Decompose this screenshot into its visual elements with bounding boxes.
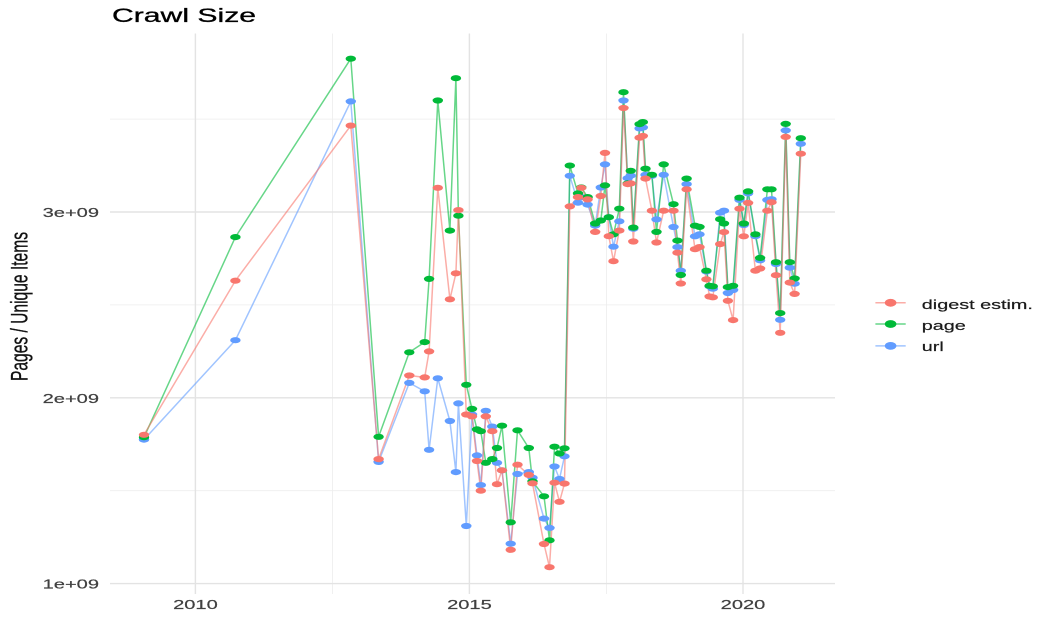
svg-text:digest estim.: digest estim.	[922, 297, 1033, 312]
svg-text:Crawl Size: Crawl Size	[112, 5, 256, 26]
svg-text:2e+09: 2e+09	[43, 391, 99, 405]
svg-text:Pages / Unique Items: Pages / Unique Items	[6, 232, 33, 381]
svg-text:2020: 2020	[721, 598, 766, 612]
svg-text:1e+09: 1e+09	[43, 577, 99, 591]
svg-text:2010: 2010	[173, 598, 218, 612]
svg-text:2015: 2015	[447, 598, 492, 612]
svg-text:url: url	[922, 339, 944, 354]
svg-text:3e+09: 3e+09	[43, 206, 99, 220]
svg-text:page: page	[922, 318, 966, 333]
